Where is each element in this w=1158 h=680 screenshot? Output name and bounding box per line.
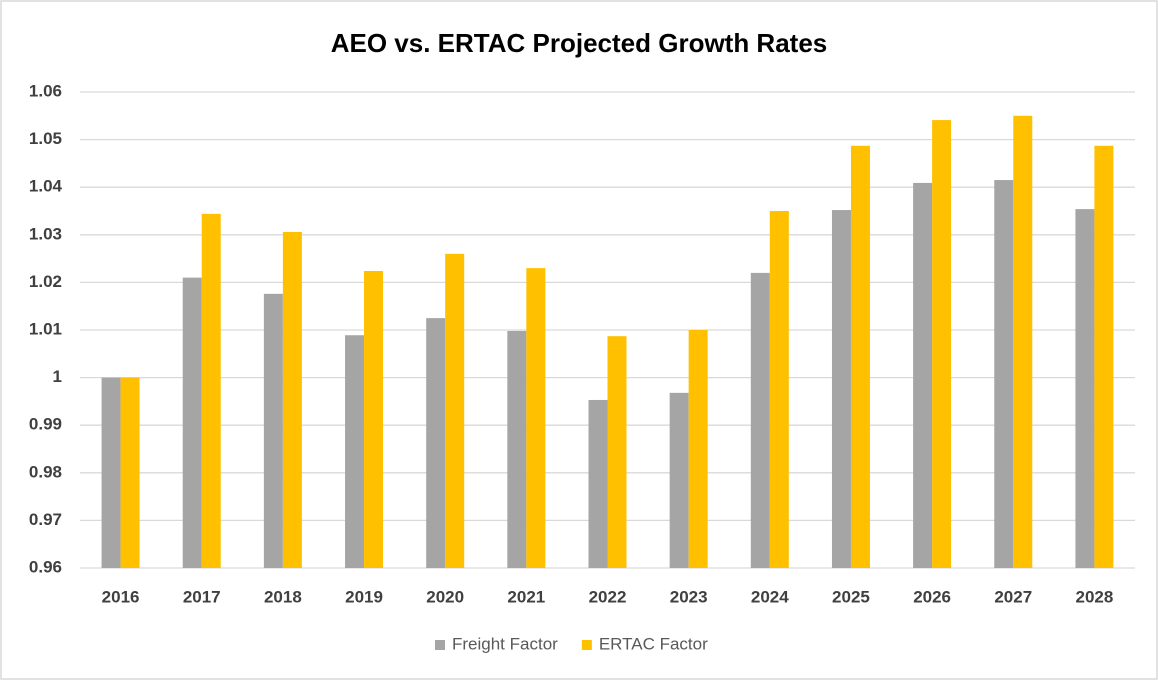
bar: [507, 330, 527, 568]
x-tick-label: 2022: [589, 587, 627, 606]
bar: [588, 399, 608, 568]
y-tick-label: 0.98: [29, 462, 62, 481]
bar: [769, 211, 789, 568]
x-tick-label: 2021: [507, 587, 545, 606]
y-tick-label: 1.01: [29, 319, 62, 338]
bar: [1075, 209, 1095, 568]
x-tick-label: 2017: [183, 587, 221, 606]
legend-label: ERTAC Factor: [599, 634, 708, 653]
bar: [750, 272, 770, 568]
bar: [669, 392, 689, 568]
bar: [607, 336, 627, 568]
bar: [426, 318, 446, 568]
legend-swatch: [581, 640, 592, 650]
y-tick-label: 1.06: [29, 81, 62, 100]
bar: [688, 330, 708, 568]
y-tick-label: 0.96: [29, 557, 62, 576]
x-tick-label: 2024: [751, 587, 789, 606]
bar: [282, 231, 302, 568]
bar: [850, 145, 870, 568]
x-tick-label: 2018: [264, 587, 302, 606]
y-tick-label: 0.97: [29, 510, 62, 529]
y-tick-label: 1.03: [29, 224, 62, 243]
bar: [364, 270, 384, 568]
x-tick-label: 2016: [102, 587, 140, 606]
x-tick-label: 2025: [832, 587, 870, 606]
y-tick-label: 0.99: [29, 415, 62, 434]
y-tick-label: 1.04: [29, 177, 63, 196]
legend-label: Freight Factor: [452, 634, 558, 653]
bar: [1094, 145, 1114, 568]
bar: [263, 293, 283, 568]
bar: [994, 180, 1014, 568]
bar: [101, 377, 121, 568]
legend-swatch: [435, 640, 445, 650]
bar: [526, 268, 546, 568]
x-tick-label: 2027: [994, 587, 1032, 606]
bar: [201, 213, 221, 568]
x-tick-label: 2026: [913, 587, 951, 606]
x-tick-label: 2028: [1076, 587, 1114, 606]
bar: [831, 210, 851, 568]
chart-title: AEO vs. ERTAC Projected Growth Rates: [331, 28, 828, 58]
bar: [913, 182, 933, 568]
bar: [1013, 115, 1033, 569]
y-tick-label: 1.05: [29, 129, 62, 148]
x-tick-label: 2020: [426, 587, 464, 606]
x-tick-label: 2023: [670, 587, 708, 606]
bar: [345, 335, 365, 568]
bar: [932, 120, 952, 569]
bar: [120, 377, 140, 568]
bar: [445, 253, 465, 568]
x-tick-label: 2019: [345, 587, 383, 606]
bar: [182, 277, 202, 568]
y-tick-label: 1: [53, 367, 62, 386]
y-tick-label: 1.02: [29, 272, 62, 291]
